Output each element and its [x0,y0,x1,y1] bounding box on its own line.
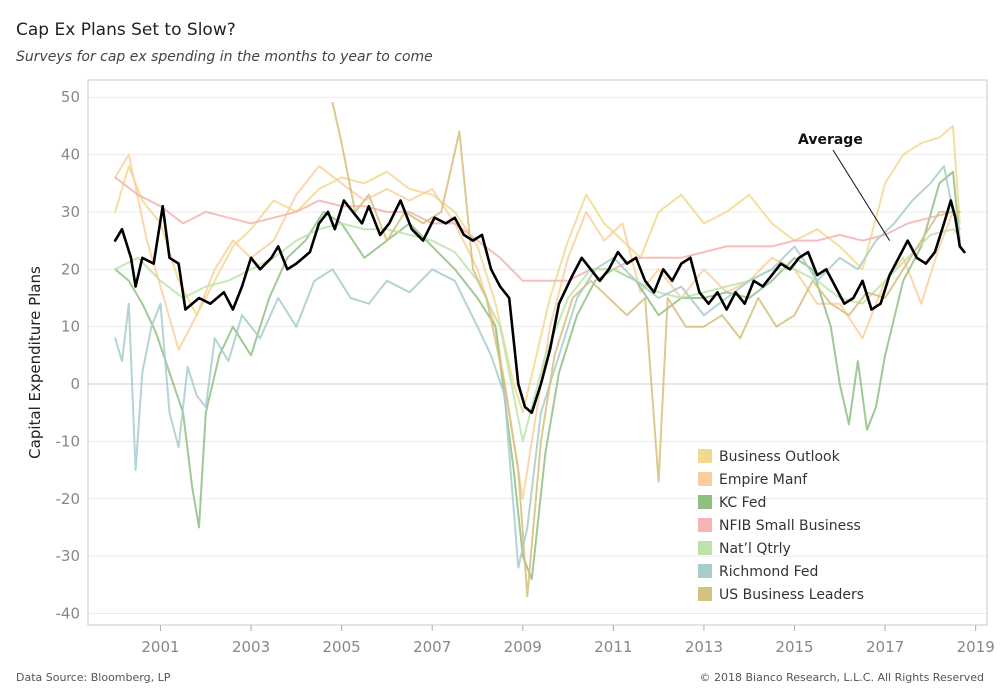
y-tick-label: -20 [56,490,81,508]
x-tick-label: 2011 [594,638,632,656]
legend-swatch [698,587,712,601]
x-tick-label: 2003 [232,638,270,656]
legend-swatch [698,449,712,463]
y-tick-label: -40 [56,605,81,623]
x-tick-label: 2015 [775,638,813,656]
series-line-richmond-fed [114,165,961,569]
x-tick-label: 2001 [141,638,179,656]
legend-label: Richmond Fed [719,564,818,580]
x-tick-label: 2017 [866,638,904,656]
legend-label: US Business Leaders [719,587,864,603]
axes: -40 -30 -20 -10 0 10 20 30 40 50 2001 2003 2005 2007 2… [26,79,995,656]
series-lines [113,101,966,598]
series-line-business-outlook [114,124,961,414]
legend-label: KC Fed [719,495,766,511]
y-tick-label: -10 [56,432,81,450]
legend: Business Outlook Empire Manf KC Fed NFIB Sm… [698,449,864,603]
y-tick-label: 20 [61,260,80,278]
series-line-nfib-small-business [114,176,961,282]
copyright: © 2018 Bianco Research, L.L.C. All Right… [699,671,984,684]
y-tick-label: 40 [61,146,80,164]
legend-swatch [698,518,712,532]
x-tick-label: 2009 [504,638,542,656]
y-tick-label: 30 [61,203,80,221]
x-tick-label: 2007 [413,638,451,656]
y-axis-label: Capital Expenditure Plans [26,266,44,459]
y-tick-label: -30 [56,547,81,565]
data-source: Data Source: Bloomberg, LP [16,671,171,684]
grid-lines [88,96,987,615]
legend-swatch [698,495,712,509]
y-tick-label: 50 [61,88,80,106]
annotation-pointer [832,149,891,241]
chart-subtitle: Surveys for cap ex spending in the month… [16,49,433,65]
series-line-us-business-leaders [331,101,961,598]
x-tick-label: 2005 [323,638,361,656]
legend-label: Business Outlook [719,449,841,465]
x-tick-label: 2019 [957,638,995,656]
series-line-kc-fed [114,170,961,581]
series-line-average [113,199,966,414]
annotation: Average [798,132,891,241]
legend-swatch [698,564,712,578]
chart-title: Cap Ex Plans Set to Slow? [16,20,236,40]
legend-swatch [698,472,712,486]
x-tick-label: 2013 [685,638,723,656]
plot-frame [87,79,988,626]
legend-label: NFIB Small Business [719,518,861,534]
y-tick-label: 0 [70,375,80,393]
legend-swatch [698,541,712,555]
legend-label: Empire Manf [719,472,808,488]
y-tick-label: 10 [61,318,80,336]
legend-label: Nat’l Qtrly [719,541,791,557]
annotation-label: Average [798,132,863,148]
